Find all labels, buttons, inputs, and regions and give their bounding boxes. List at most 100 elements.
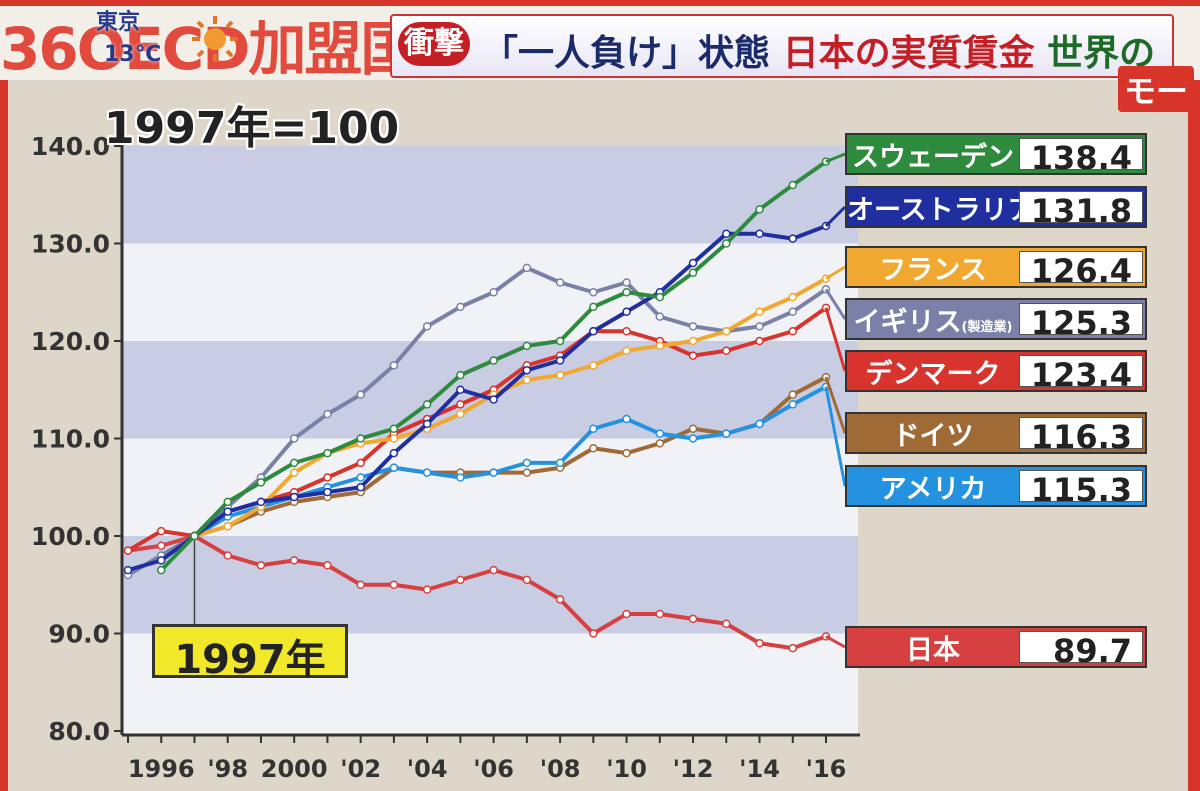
data-point [688,258,698,268]
data-point [788,234,798,243]
data-point [156,565,166,575]
series-sweden [156,157,831,575]
weather-city: 東京 [96,10,141,35]
shock-badge: 衝撃 [398,22,470,66]
data-point [722,229,731,238]
data-point [389,434,399,443]
data-point [688,424,698,433]
data-point [289,458,299,468]
data-point [389,424,399,433]
data-point [788,400,798,409]
data-point [655,429,665,438]
data-point [755,336,764,346]
data-point [555,278,565,287]
legend-name-note: (製造業) [961,320,1013,335]
data-point [156,526,166,536]
data-point [788,390,798,399]
data-point [156,541,166,550]
x-tick-label: '10 [606,755,647,783]
data-point [422,468,432,477]
data-point [688,268,698,277]
top-red-strip [0,0,1200,6]
x-tick-label: '16 [806,755,847,783]
legend-name: 日本 [847,628,1019,666]
data-point [589,288,598,297]
legend-value: 116.3 [1019,417,1143,456]
data-point [788,307,798,316]
data-point [522,263,532,273]
series-australia [123,221,831,575]
data-point [422,400,432,409]
legend-item-japan: 日本 89.7 [845,626,1147,670]
x-tick-label: '02 [340,755,381,783]
data-point [256,561,266,570]
x-tick-label: '06 [473,755,514,783]
legend-name: ドイツ [847,414,1019,452]
legend-item-germany: ドイツ 116.3 [845,412,1147,456]
data-point [256,497,266,507]
data-point [389,448,399,458]
series-line-japan [127,534,827,651]
data-point [622,288,631,297]
data-point [622,448,631,458]
data-point [688,434,698,443]
data-point [589,444,598,453]
data-point [456,370,465,380]
data-point [688,614,698,624]
legend-connector-japan [825,635,846,649]
data-point [456,302,465,312]
data-point [456,473,465,482]
data-point [356,483,365,492]
legend-name: デンマーク [847,352,1019,390]
data-point [688,322,698,331]
x-tick-label: '08 [540,755,581,783]
data-point [256,478,266,487]
legend-name-text: アメリカ [879,474,987,505]
left-border [0,80,8,791]
data-point [389,463,399,472]
data-point [489,395,498,404]
data-point [456,385,465,394]
plot-band-2 [122,536,858,634]
data-point [555,458,565,468]
data-point [589,361,598,370]
data-point [688,351,698,360]
legend-value: 138.4 [1019,138,1143,177]
data-point [722,239,731,248]
data-point [422,419,432,429]
y-tick-label: 130.0 [31,230,110,259]
data-point [655,341,665,351]
data-point [456,409,465,419]
data-point [788,180,798,190]
legend-connector-usa [824,386,847,487]
data-point [356,434,365,443]
data-point [522,468,532,477]
data-point [555,595,565,604]
data-point [788,292,798,302]
legend-name: フランス [847,248,1019,286]
legend-value: 123.4 [1019,355,1143,394]
legend-item-usa: アメリカ 115.3 [845,465,1147,509]
legend-name-text: 日本 [906,635,960,666]
series-line-australia [127,224,827,573]
legend-name-text: フランス [879,255,987,286]
legend-value: 131.8 [1019,191,1143,230]
data-point [190,531,199,541]
data-point [323,448,332,458]
y-tick-label: 140.0 [31,132,110,161]
data-point [489,356,498,365]
x-tick-label: '04 [407,755,448,783]
legend-name-text: デンマーク [865,359,1001,390]
data-point [289,434,299,443]
data-point [589,629,598,638]
legend-item-australia: オーストラリア 131.8 [845,186,1147,230]
data-point [522,341,532,351]
data-point [722,346,731,355]
data-point [123,546,133,555]
data-point [722,429,731,438]
headline-part-2: 日本の実質賃金 [782,33,1035,74]
legend-name-text: ドイツ [892,421,974,452]
data-point [755,419,764,429]
data-point [323,409,332,419]
weather-widget: 東京 13℃ [96,4,168,72]
